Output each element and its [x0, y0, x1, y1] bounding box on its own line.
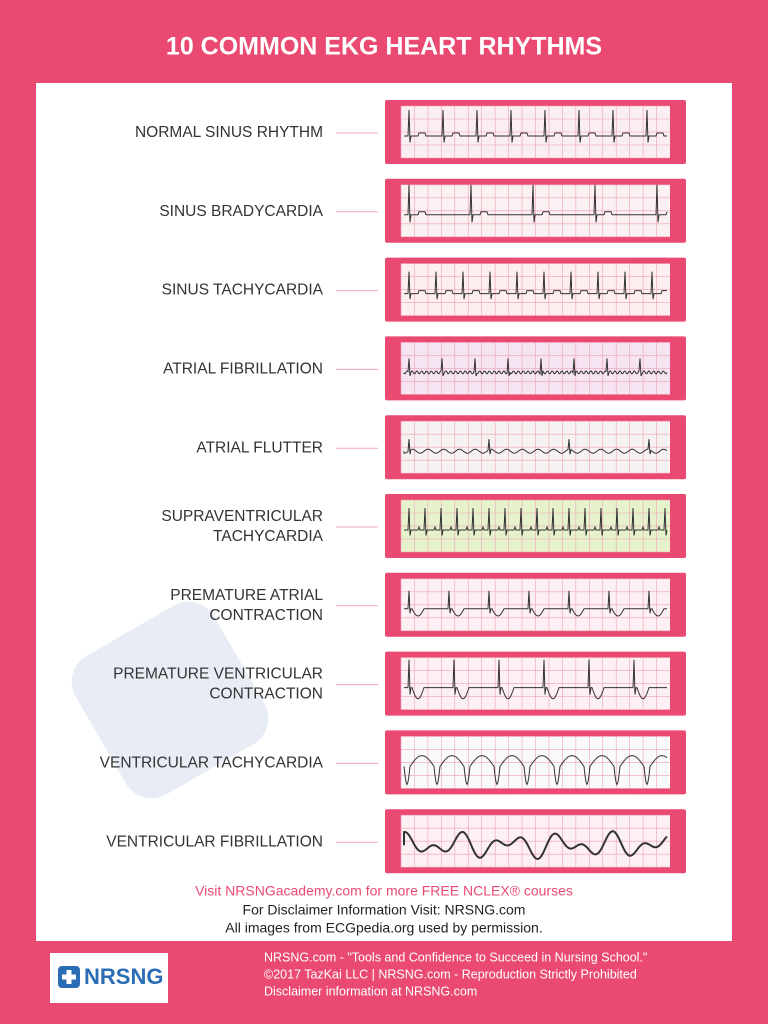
- strip-grid: [400, 105, 670, 159]
- rhythm-row: PREMATURE VENTRICULAR CONTRACTION: [113, 651, 686, 716]
- rhythm-label: CONTRACTION: [209, 686, 323, 703]
- rhythm-row: VENTRICULAR FIBRILLATION: [106, 809, 686, 874]
- ekg-wave: [404, 659, 667, 700]
- rhythm-row: SINUS TACHYCARDIA: [162, 257, 686, 322]
- strip-grid: [400, 657, 670, 710]
- ekg-wave: [404, 590, 667, 617]
- rhythm-label: PREMATURE VENTRICULAR: [113, 666, 323, 683]
- strip-grid: [400, 420, 670, 474]
- title: 10 COMMON EKG HEART RHYTHMS: [166, 33, 602, 61]
- rhythm-row: VENTRICULAR TACHYCARDIA: [100, 730, 686, 795]
- rhythm-label: PREMATURE ATRIAL: [170, 587, 323, 604]
- strip-grid: [400, 736, 670, 789]
- rhythm-label: CONTRACTION: [209, 607, 323, 624]
- ekg-wave: [404, 109, 667, 143]
- ekg-wave: [403, 358, 668, 377]
- strip-grid: [400, 814, 670, 868]
- rhythm-row: ATRIAL FIBRILLATION: [163, 336, 686, 401]
- strip-grid: [400, 578, 670, 632]
- rhythm-label: VENTRICULAR TACHYCARDIA: [100, 754, 324, 771]
- rhythm-label: NORMAL SINUS RHYTHM: [135, 124, 323, 141]
- rhythm-label: SUPRAVENTRICULAR: [161, 508, 323, 525]
- footer-line: ©2017 TazKai LLC | NRSNG.com - Reproduct…: [264, 967, 637, 981]
- ekg-wave: [403, 439, 668, 455]
- rhythm-row: ATRIAL FLUTTER: [196, 415, 686, 480]
- strip-grid: [400, 184, 670, 238]
- rhythm-label: ATRIAL FLUTTER: [196, 439, 323, 456]
- ekg-wave: [403, 830, 668, 860]
- ekg-wave: [404, 507, 668, 536]
- logo-text: NRSNG: [84, 964, 163, 989]
- link-note[interactable]: Visit NRSNGacademy.com for more FREE NCL…: [195, 883, 573, 899]
- rhythm-label: ATRIAL FIBRILLATION: [163, 360, 323, 377]
- rhythm-row: SUPRAVENTRICULAR TACHYCARDIA: [161, 494, 686, 558]
- rhythm-row: PREMATURE ATRIAL CONTRACTION: [170, 572, 686, 637]
- rhythm-row: NORMAL SINUS RHYTHM: [135, 100, 686, 164]
- rhythm-label: VENTRICULAR FIBRILLATION: [106, 833, 323, 850]
- watermark: [71, 601, 269, 799]
- rhythm-label: SINUS BRADYCARDIA: [159, 203, 323, 220]
- rhythm-list: NORMAL SINUS RHYTHM SINUS BRADYCARDIA SINU…: [100, 100, 686, 874]
- footer-line: Disclaimer information at NRSNG.com: [264, 984, 477, 998]
- footer-line: NRSNG.com - "Tools and Confidence to Suc…: [264, 950, 647, 964]
- disclaimer-note: For Disclaimer Information Visit: NRSNG.…: [243, 902, 526, 918]
- rhythm-label: TACHYCARDIA: [213, 528, 324, 545]
- ekg-wave: [404, 184, 668, 223]
- images-note: All images from ECGpedia.org used by per…: [225, 920, 542, 936]
- ekg-wave: [404, 271, 667, 300]
- logo-cross: [62, 970, 76, 984]
- strip-grid: [400, 263, 670, 316]
- ekg-wave: [403, 755, 668, 786]
- rhythm-label: SINUS TACHYCARDIA: [162, 282, 324, 299]
- rhythm-row: SINUS BRADYCARDIA: [159, 178, 686, 243]
